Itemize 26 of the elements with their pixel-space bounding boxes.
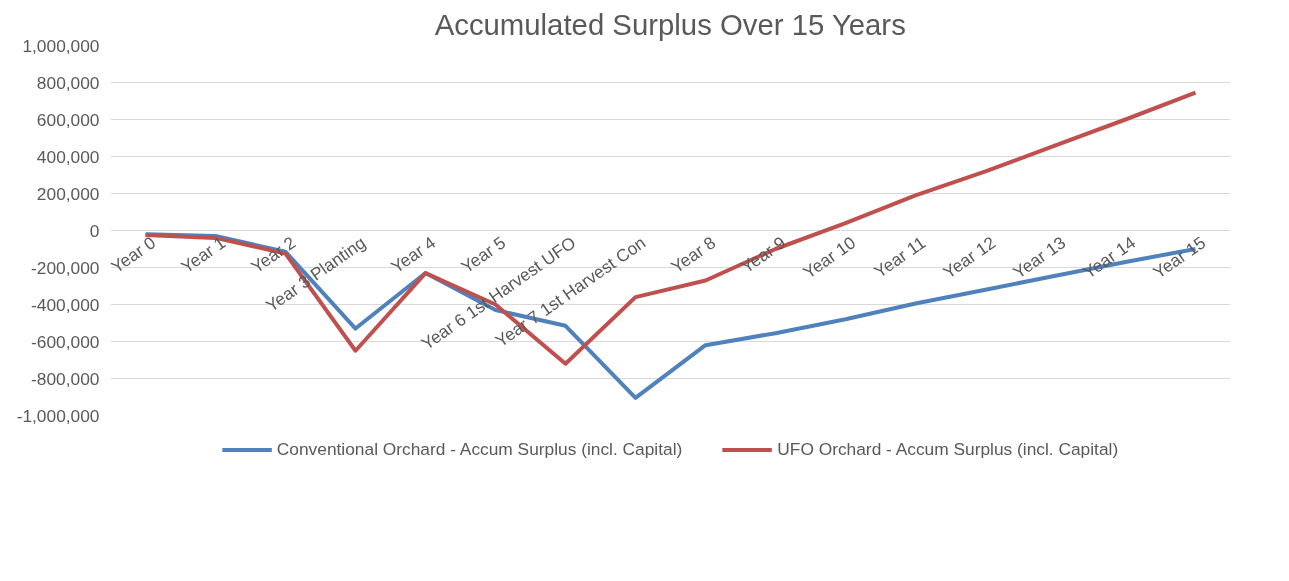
x-tick-label: Year 11 <box>870 232 930 282</box>
legend-label: Conventional Orchard - Accum Surplus (incl. Capital) <box>276 438 683 460</box>
x-tick-label: Year 12 <box>939 232 1000 283</box>
x-tick-label: Year 4 <box>387 232 440 278</box>
chart-title: Accumulated Surplus Over 15 Years <box>434 7 906 41</box>
x-tick-label: Year 2 <box>247 232 300 278</box>
x-tick-label: Year 13 <box>1009 232 1070 283</box>
y-tick-label: -1,000,000 <box>16 405 100 426</box>
y-tick-label: -200,000 <box>31 257 100 278</box>
x-tick-label: Year 9 <box>737 232 790 278</box>
y-tick-label: 1,000,000 <box>22 35 100 56</box>
y-tick-label: 0 <box>89 220 100 241</box>
y-tick-label: -400,000 <box>31 294 100 315</box>
y-tick-label: 200,000 <box>36 183 100 204</box>
y-tick-label: -800,000 <box>31 368 100 389</box>
x-tick-label: Year 10 <box>799 232 860 283</box>
x-tick-label: Year 14 <box>1079 232 1140 283</box>
y-tick-label: 800,000 <box>36 72 100 93</box>
x-tick-label: Year 1 <box>177 232 230 278</box>
x-tick-label: Year 8 <box>667 232 720 278</box>
legend-label: UFO Orchard - Accum Surplus (incl. Capital) <box>777 438 1119 460</box>
y-tick-label: 400,000 <box>36 146 100 167</box>
x-tick-label: Year 0 <box>107 232 160 278</box>
y-tick-label: 600,000 <box>36 109 100 130</box>
x-tick-label: Year 15 <box>1149 232 1210 283</box>
y-tick-label: -600,000 <box>31 331 100 352</box>
